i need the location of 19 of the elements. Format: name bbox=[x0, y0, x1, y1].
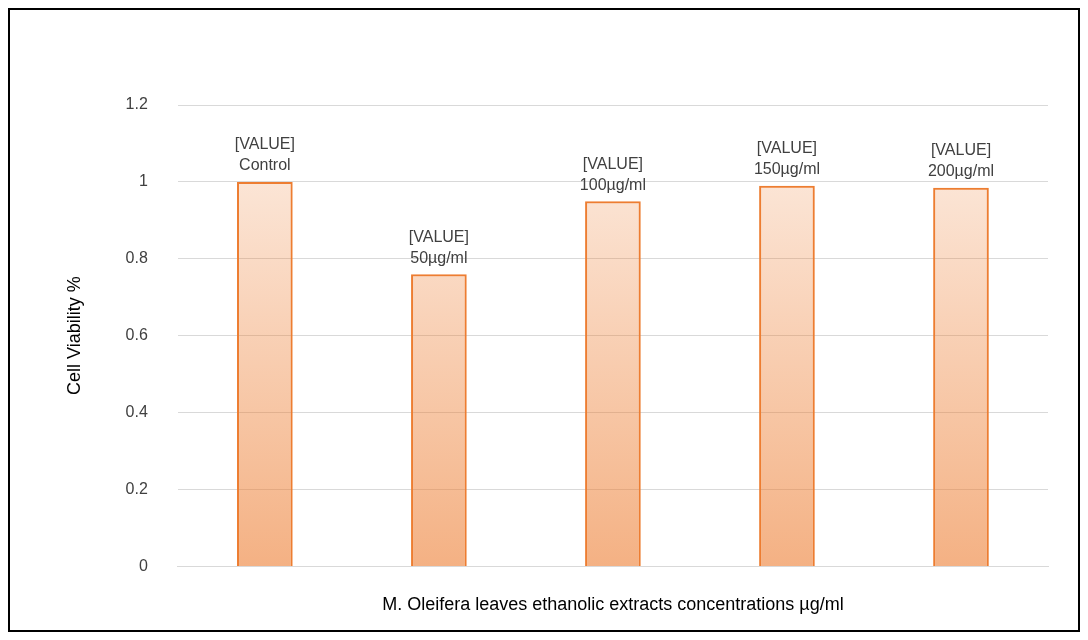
x-tick-label: 150µg/ml bbox=[753, 160, 821, 178]
x-tick-label: 50µg/ml bbox=[410, 248, 468, 266]
data-label: [VALUE] bbox=[234, 135, 295, 153]
x-axis-title: M. Oleifera leaves ethanolic extracts concentrations µg/ml bbox=[382, 594, 844, 615]
x-tick-label: 200µg/ml bbox=[927, 162, 995, 180]
x-tick-label: 100µg/ml bbox=[579, 175, 646, 193]
y-tick-label: 0.8 bbox=[125, 249, 148, 267]
y-tick-label: 1.2 bbox=[125, 95, 148, 113]
y-tick-label: 1 bbox=[138, 172, 148, 190]
data-label: [VALUE] bbox=[582, 154, 644, 172]
data-label: [VALUE] bbox=[408, 227, 469, 245]
data-label: [VALUE] bbox=[930, 141, 992, 159]
y-tick-label: 0.2 bbox=[125, 479, 148, 497]
y-tick-label: 0 bbox=[138, 556, 148, 574]
y-axis-title: Cell Viability % bbox=[63, 276, 84, 396]
y-tick-label: 0.6 bbox=[125, 326, 148, 344]
y-tick-label: 0.4 bbox=[125, 403, 148, 421]
data-label: [VALUE] bbox=[756, 139, 818, 157]
x-tick-label: Control bbox=[239, 156, 291, 174]
